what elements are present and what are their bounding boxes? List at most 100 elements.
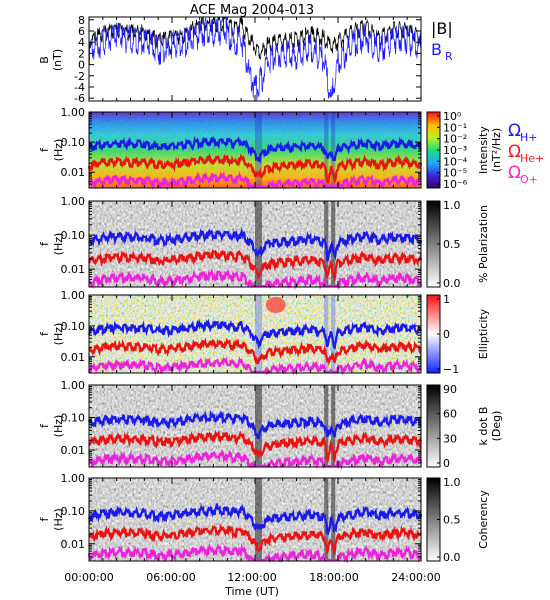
- freq-ylabel: f: [38, 423, 51, 428]
- y-tick-label: -4: [74, 81, 85, 94]
- gyro-he-plus-line: [88, 337, 422, 366]
- coherency-column: [255, 478, 262, 561]
- series-b-r-line: [89, 17, 421, 101]
- y-tick-label: 0.01: [61, 444, 86, 457]
- kdotb-colorbar-label: k dot B: [477, 407, 490, 446]
- freq-ylabel: f: [38, 331, 51, 336]
- ellipticity-column: [255, 295, 262, 373]
- colorbar-tick-label: 10⁻¹: [443, 121, 467, 134]
- ellipticity-colorbar-label: Ellipticity: [477, 308, 490, 359]
- polarization-texture: [89, 201, 421, 287]
- gyro-legend-sub: H+: [520, 131, 538, 144]
- colorbar-tick-label: 1.0: [443, 476, 461, 489]
- gyro-he-plus-line: [88, 523, 422, 556]
- gyro-h-plus-line: [87, 318, 422, 350]
- intensity-colorbar-label: Intensity: [477, 126, 490, 174]
- polarization-column: [255, 201, 262, 287]
- y-tick-label: 0.10: [61, 320, 86, 333]
- colorbar-tick-label: 90: [443, 383, 457, 396]
- kdotb-column: [255, 385, 262, 467]
- colorbar-tick-label: 1: [443, 293, 450, 306]
- colorbar-tick-label: 0.0: [443, 551, 461, 564]
- intensity-column: [331, 112, 336, 188]
- x-tick-label: 24:00:00: [391, 571, 440, 584]
- legend-b-r: B: [431, 40, 442, 59]
- field-yunit: (nT): [51, 49, 64, 71]
- freq-yunit: (Hz): [52, 415, 65, 438]
- colorbar-tick-label: 30: [443, 432, 457, 445]
- coherency-column: [331, 478, 336, 561]
- field-ylabel: B: [38, 56, 51, 64]
- y-tick-label: 1.00: [61, 379, 86, 392]
- colorbar-tick-label: 60: [443, 408, 457, 421]
- legend-b-total: |B|: [431, 19, 453, 38]
- colorbar-tick-label: 10⁻²: [443, 133, 467, 146]
- y-tick-label: 1.00: [61, 472, 86, 485]
- kdotb-column: [331, 385, 336, 467]
- gyro-h-plus-line: [88, 135, 422, 164]
- x-tick-label: 00:00:00: [64, 571, 113, 584]
- legend-b-r-sub: R: [445, 50, 453, 63]
- freq-yunit: (Hz): [52, 323, 65, 346]
- ellipticity-column: [331, 295, 336, 373]
- intensity-column: [255, 112, 262, 188]
- gyro-h-plus-line: [87, 410, 422, 440]
- colorbar-tick-label: 0: [443, 457, 450, 470]
- kdotb-colorbar: [426, 384, 441, 468]
- ellipticity-column: [324, 295, 329, 373]
- y-tick-label: 1.00: [61, 106, 86, 119]
- gyro-h-plus-line: [87, 502, 423, 536]
- intensity-colorbar-unit: (nT²/Hz): [490, 128, 503, 172]
- y-tick-label: 0.01: [61, 166, 86, 179]
- y-tick-label: 0.01: [61, 351, 86, 364]
- gyro-he-plus-line: [88, 248, 423, 283]
- x-axis-labels: 00:00:00 06:00:00 12:00:00 18:00:00 24:0…: [64, 571, 440, 598]
- colorbar-tick-label: 10⁻³: [443, 144, 467, 157]
- gyro-legend-sub: O+: [520, 173, 538, 186]
- y-tick-label: -2: [74, 70, 85, 83]
- freq-ylabel: f: [38, 516, 51, 521]
- colorbar-tick-label: 10⁰: [443, 110, 462, 123]
- intensity-column: [324, 112, 329, 188]
- gyro-legend-symbol: Ω: [508, 121, 521, 141]
- y-tick-label: 6: [78, 25, 85, 38]
- gyro-h-plus-line: [88, 227, 423, 262]
- gyro-he-plus-line: [88, 429, 422, 462]
- colorbar-tick-label: 0: [443, 328, 450, 341]
- ellipticity-hotspot: [265, 297, 286, 313]
- coherency-colorbar-label: Coherency: [477, 490, 490, 549]
- y-tick-label: 1.00: [61, 195, 86, 208]
- y-tick-label: 2: [78, 47, 85, 60]
- y-tick-label: -6: [74, 92, 85, 105]
- y-tick-label: 0.01: [61, 263, 86, 276]
- colorbar-tick-label: 10⁻⁵: [443, 167, 467, 180]
- x-axis-title: Time (UT): [224, 585, 279, 598]
- freq-yunit: (Hz): [52, 139, 65, 162]
- y-tick-label: 4: [78, 36, 85, 49]
- x-tick-label: 06:00:00: [146, 571, 195, 584]
- colorbar-tick-label: 10⁻⁶: [443, 178, 468, 191]
- colorbar-tick-label: 0.5: [443, 238, 461, 251]
- colorbar-tick-label: 10⁻⁴: [443, 155, 468, 168]
- y-tick-label: 0: [78, 59, 85, 72]
- freq-ylabel: f: [38, 241, 51, 246]
- kdotb-colorbar-unit: (Deg): [490, 411, 503, 442]
- x-tick-label: 12:00:00: [227, 571, 276, 584]
- y-tick-label: 8: [78, 14, 85, 27]
- gyro-legend-symbol: Ω: [508, 142, 521, 162]
- y-tick-label: 0.10: [61, 229, 86, 242]
- y-tick-label: 0.10: [61, 136, 86, 149]
- gyro-he-plus-line: [87, 152, 423, 185]
- y-tick-label: 1.00: [61, 289, 86, 302]
- colorbar-tick-label: −1: [443, 363, 459, 376]
- colorbar-tick-label: 1.0: [443, 199, 461, 212]
- y-tick-label: 0.01: [61, 538, 86, 551]
- y-tick-label: 0.10: [61, 412, 86, 425]
- freq-yunit: (Hz): [52, 508, 65, 531]
- polarization-colorbar-label: % Polarization: [477, 205, 490, 283]
- x-tick-label: 18:00:00: [309, 571, 358, 584]
- freq-yunit: (Hz): [52, 233, 65, 256]
- gyro-legend-sub: He+: [520, 152, 544, 165]
